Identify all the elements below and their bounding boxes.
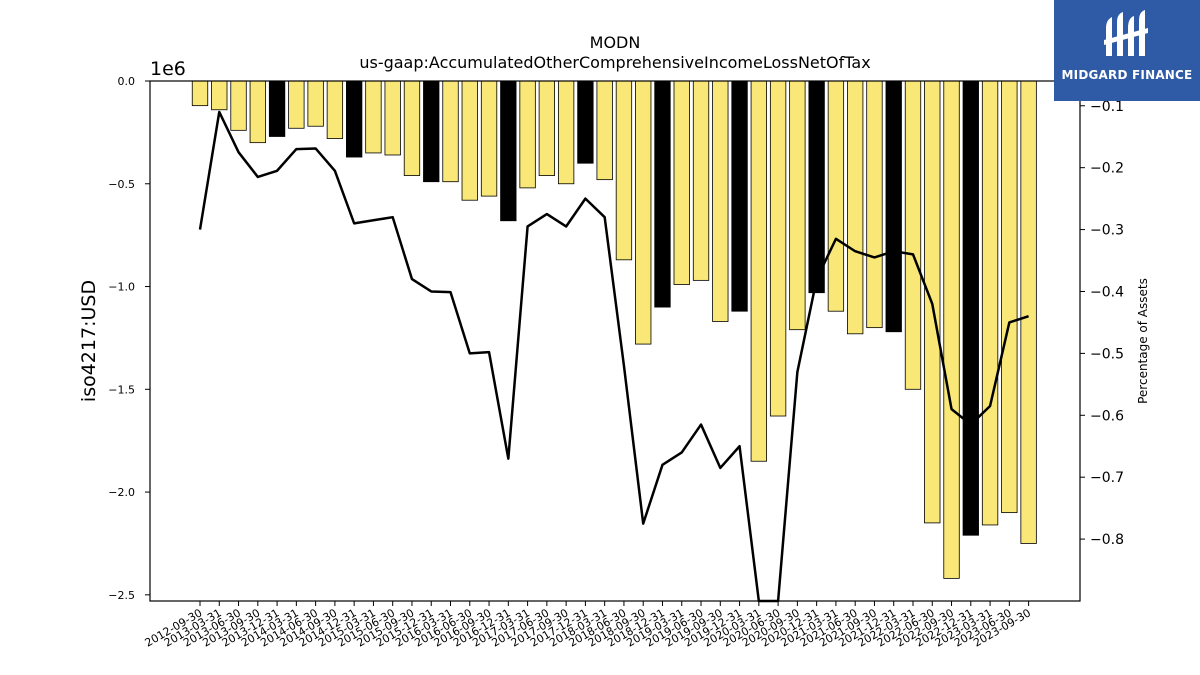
y2-tick-label: −0.2 xyxy=(1090,161,1124,177)
bar xyxy=(943,80,960,579)
bars-layer xyxy=(191,80,1037,579)
y-axis-label: iso4217:USD xyxy=(78,280,100,402)
y2-tick-label: −0.7 xyxy=(1090,470,1124,486)
y2-tick-label: −0.1 xyxy=(1090,99,1124,115)
bar xyxy=(1020,80,1037,544)
bar xyxy=(365,80,382,154)
y-tick-label: −1.0 xyxy=(108,281,135,294)
bar xyxy=(249,80,266,144)
bar xyxy=(712,80,729,322)
bar xyxy=(442,80,459,183)
bar xyxy=(191,80,209,107)
y2-axis-label: Percentage of Assets xyxy=(1136,278,1150,404)
bar xyxy=(635,80,652,345)
bar xyxy=(827,80,845,312)
bar xyxy=(981,80,999,526)
bar xyxy=(904,80,922,390)
bar xyxy=(423,80,440,183)
bar xyxy=(769,80,787,417)
bar xyxy=(480,80,498,197)
bar xyxy=(962,80,979,536)
y-offset-label: 1e6 xyxy=(150,58,186,80)
y-tick-label: 0.0 xyxy=(118,75,136,88)
midgard-logo-icon xyxy=(1104,10,1148,56)
y2-tick-label: −0.6 xyxy=(1090,408,1124,424)
chart-subtitle: us-gaap:AccumulatedOtherComprehensiveInc… xyxy=(359,53,870,72)
percentage-of-assets-line xyxy=(198,110,1029,603)
bar xyxy=(808,80,825,294)
y2-tick-label: −0.3 xyxy=(1090,223,1124,239)
bar xyxy=(519,80,536,189)
bar xyxy=(538,80,556,176)
y-tick-label: −2.0 xyxy=(108,486,135,499)
logo-text: MIDGARD FINANCE xyxy=(1061,68,1193,82)
bar xyxy=(673,80,690,285)
bar xyxy=(268,80,286,137)
bar xyxy=(346,80,363,158)
bar xyxy=(384,80,401,156)
bar xyxy=(866,80,883,329)
y-tick-label: −0.5 xyxy=(108,178,135,191)
bar xyxy=(307,80,324,127)
bar xyxy=(615,80,633,261)
bar xyxy=(577,80,594,164)
y2-tick-label: −0.8 xyxy=(1090,532,1124,548)
bar xyxy=(461,80,478,201)
bar xyxy=(885,80,902,333)
plot-frame xyxy=(149,80,1081,602)
bar xyxy=(211,80,228,111)
bar xyxy=(403,80,421,176)
y2-axis-ticks: −0.1 −0.2 −0.3 −0.4 −0.5 −0.6 −0.7 −0.8 xyxy=(1080,99,1124,548)
y-tick-label: −1.5 xyxy=(108,383,135,396)
bar xyxy=(500,80,517,222)
y-tick-label: −2.5 xyxy=(108,589,135,602)
bar xyxy=(596,80,613,181)
bar xyxy=(654,80,671,308)
bar xyxy=(692,80,710,281)
y2-tick-label: −0.4 xyxy=(1090,284,1124,300)
bar xyxy=(288,80,305,129)
bar xyxy=(731,80,748,312)
y2-tick-label: −0.5 xyxy=(1090,346,1124,362)
bar xyxy=(326,80,344,139)
bar xyxy=(847,80,864,335)
midgard-finance-logo: MIDGARD FINANCE xyxy=(1054,0,1200,101)
bar xyxy=(230,80,247,131)
bar xyxy=(557,80,575,185)
chart-title: MODN xyxy=(590,33,641,52)
y-axis-ticks: 0.0 −0.5 −1.0 −1.5 −2.0 −2.5 xyxy=(108,75,150,602)
bar xyxy=(789,80,806,331)
bar xyxy=(750,80,767,462)
bar xyxy=(1001,80,1018,514)
x-axis-ticks: 2012-09-302013-03-312013-06-302013-09-30… xyxy=(143,601,1033,650)
